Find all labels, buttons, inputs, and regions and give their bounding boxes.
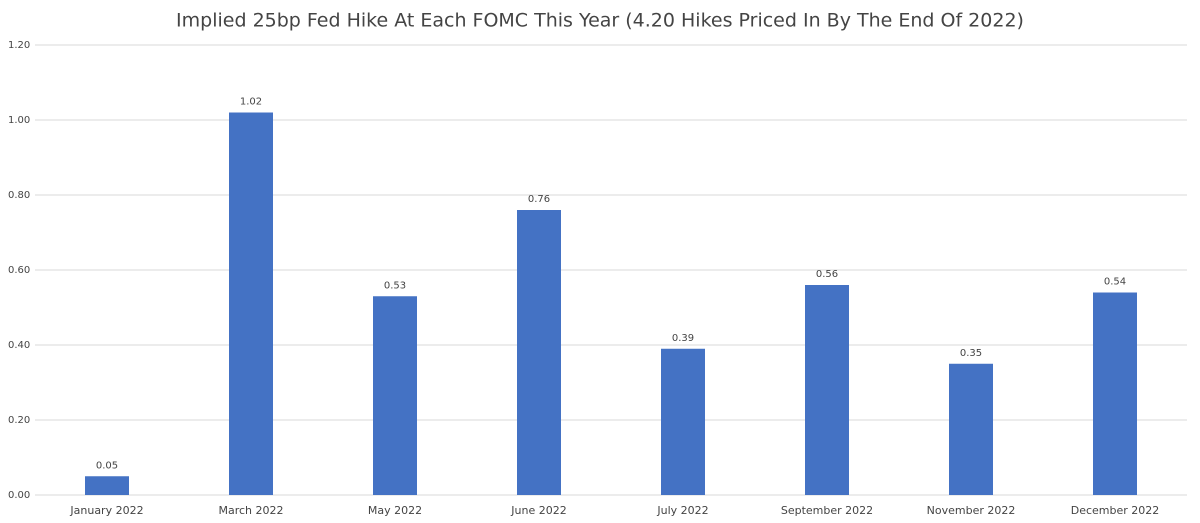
data-label: 0.39 — [672, 333, 694, 344]
y-tick-label: 0.00 — [8, 490, 30, 501]
x-tick-label: December 2022 — [1071, 504, 1160, 517]
data-label: 0.54 — [1104, 277, 1126, 288]
data-label: 0.05 — [96, 460, 118, 471]
x-tick-label: March 2022 — [218, 504, 283, 517]
x-tick-label: June 2022 — [510, 504, 566, 517]
y-tick-label: 0.80 — [8, 190, 30, 201]
bar — [85, 476, 129, 495]
x-tick-label: November 2022 — [927, 504, 1016, 517]
x-tick-label: January 2022 — [69, 504, 143, 517]
y-tick-label: 0.60 — [8, 265, 30, 276]
data-label: 0.53 — [384, 280, 406, 291]
bar — [373, 296, 417, 495]
bar — [229, 112, 273, 495]
data-label: 0.76 — [528, 194, 550, 205]
y-tick-label: 0.40 — [8, 340, 30, 351]
bar — [517, 210, 561, 495]
bar — [949, 363, 993, 495]
chart-title: Implied 25bp Fed Hike At Each FOMC This … — [176, 10, 1024, 32]
bar — [661, 348, 705, 495]
x-tick-label: July 2022 — [656, 504, 708, 517]
data-label: 0.35 — [960, 348, 982, 359]
x-tick-label: May 2022 — [368, 504, 422, 517]
data-label: 1.02 — [240, 97, 262, 108]
bar — [805, 285, 849, 495]
y-tick-label: 0.20 — [8, 415, 30, 426]
data-label: 0.56 — [816, 269, 838, 280]
y-tick-label: 1.20 — [8, 40, 30, 51]
y-tick-label: 1.00 — [8, 115, 30, 126]
x-tick-label: September 2022 — [781, 504, 873, 517]
bar — [1093, 292, 1137, 495]
